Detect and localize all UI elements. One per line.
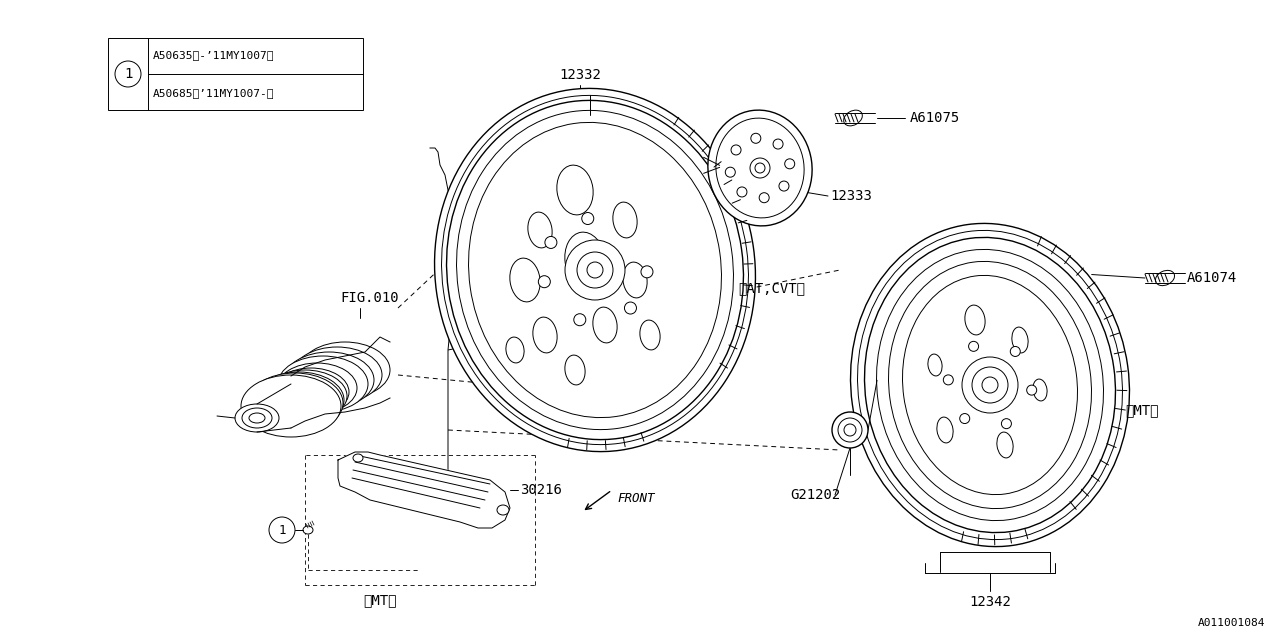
Text: G21202: G21202 bbox=[790, 488, 840, 502]
Ellipse shape bbox=[1001, 419, 1011, 429]
Ellipse shape bbox=[972, 367, 1009, 403]
Ellipse shape bbox=[262, 370, 347, 422]
Text: A50635（-’11MY1007）: A50635（-’11MY1007） bbox=[154, 50, 274, 60]
Ellipse shape bbox=[582, 212, 594, 225]
Ellipse shape bbox=[623, 262, 648, 298]
Ellipse shape bbox=[577, 252, 613, 288]
Ellipse shape bbox=[1012, 327, 1028, 353]
Text: 1: 1 bbox=[278, 524, 285, 536]
Ellipse shape bbox=[780, 181, 788, 191]
Text: FIG.010: FIG.010 bbox=[340, 291, 398, 305]
Ellipse shape bbox=[527, 212, 552, 248]
Ellipse shape bbox=[564, 355, 585, 385]
Ellipse shape bbox=[978, 379, 992, 401]
Ellipse shape bbox=[838, 418, 861, 442]
Text: A61074: A61074 bbox=[1187, 271, 1238, 285]
Ellipse shape bbox=[943, 375, 954, 385]
Ellipse shape bbox=[593, 307, 617, 343]
Ellipse shape bbox=[759, 193, 769, 203]
Ellipse shape bbox=[640, 320, 660, 350]
Text: 1: 1 bbox=[124, 67, 132, 81]
Ellipse shape bbox=[737, 187, 748, 197]
Ellipse shape bbox=[241, 375, 340, 437]
Ellipse shape bbox=[468, 122, 722, 418]
Ellipse shape bbox=[960, 413, 970, 424]
Text: A50685（’11MY1007-）: A50685（’11MY1007-） bbox=[154, 88, 274, 98]
Ellipse shape bbox=[641, 266, 653, 278]
Ellipse shape bbox=[731, 145, 741, 155]
Text: ＜MT＞: ＜MT＞ bbox=[364, 593, 397, 607]
Ellipse shape bbox=[997, 432, 1014, 458]
Ellipse shape bbox=[832, 412, 868, 448]
Ellipse shape bbox=[858, 230, 1123, 540]
Ellipse shape bbox=[928, 354, 942, 376]
Ellipse shape bbox=[539, 276, 550, 288]
Ellipse shape bbox=[284, 352, 374, 408]
Ellipse shape bbox=[877, 250, 1103, 520]
Ellipse shape bbox=[242, 408, 273, 428]
Ellipse shape bbox=[625, 302, 636, 314]
Bar bbox=[108, 38, 364, 110]
Ellipse shape bbox=[982, 377, 998, 393]
Ellipse shape bbox=[292, 347, 381, 403]
Ellipse shape bbox=[965, 305, 986, 335]
Ellipse shape bbox=[276, 363, 357, 413]
Text: ＜AT,CVT＞: ＜AT,CVT＞ bbox=[739, 281, 805, 295]
Text: 12333: 12333 bbox=[829, 189, 872, 203]
Ellipse shape bbox=[353, 454, 364, 462]
Ellipse shape bbox=[253, 372, 344, 428]
Ellipse shape bbox=[888, 261, 1092, 509]
Ellipse shape bbox=[1010, 346, 1020, 356]
Ellipse shape bbox=[755, 163, 765, 173]
Ellipse shape bbox=[785, 159, 795, 169]
Text: FRONT: FRONT bbox=[617, 492, 654, 504]
Ellipse shape bbox=[850, 223, 1129, 547]
Ellipse shape bbox=[716, 118, 804, 218]
Text: A011001084: A011001084 bbox=[1198, 618, 1265, 628]
Ellipse shape bbox=[278, 356, 369, 412]
Text: 12342: 12342 bbox=[969, 595, 1011, 609]
Ellipse shape bbox=[250, 413, 265, 423]
Ellipse shape bbox=[506, 337, 524, 363]
Ellipse shape bbox=[545, 236, 557, 248]
Ellipse shape bbox=[1027, 385, 1037, 395]
Text: 30216: 30216 bbox=[520, 483, 562, 497]
Ellipse shape bbox=[864, 237, 1115, 532]
Ellipse shape bbox=[509, 258, 540, 302]
Ellipse shape bbox=[557, 165, 593, 215]
Ellipse shape bbox=[773, 139, 783, 149]
Ellipse shape bbox=[303, 526, 314, 534]
Ellipse shape bbox=[564, 232, 605, 288]
Ellipse shape bbox=[434, 88, 755, 452]
Ellipse shape bbox=[564, 240, 625, 300]
Ellipse shape bbox=[844, 110, 863, 126]
Ellipse shape bbox=[751, 133, 760, 143]
Ellipse shape bbox=[1156, 270, 1175, 285]
Ellipse shape bbox=[708, 110, 812, 226]
Ellipse shape bbox=[1033, 379, 1047, 401]
Text: ＜MT＞: ＜MT＞ bbox=[1125, 403, 1158, 417]
Ellipse shape bbox=[750, 158, 771, 178]
Ellipse shape bbox=[236, 404, 279, 432]
Ellipse shape bbox=[573, 314, 586, 326]
Ellipse shape bbox=[963, 357, 1018, 413]
Ellipse shape bbox=[937, 417, 954, 443]
Ellipse shape bbox=[447, 100, 744, 440]
Ellipse shape bbox=[969, 341, 979, 351]
Ellipse shape bbox=[588, 262, 603, 278]
Ellipse shape bbox=[457, 110, 733, 429]
Ellipse shape bbox=[273, 368, 349, 416]
Ellipse shape bbox=[247, 373, 343, 433]
Ellipse shape bbox=[497, 505, 509, 515]
Ellipse shape bbox=[442, 95, 749, 445]
Ellipse shape bbox=[532, 317, 557, 353]
Ellipse shape bbox=[613, 202, 637, 238]
Ellipse shape bbox=[844, 424, 856, 436]
Ellipse shape bbox=[902, 275, 1078, 495]
Polygon shape bbox=[338, 452, 509, 528]
Ellipse shape bbox=[300, 342, 390, 398]
Text: 12332: 12332 bbox=[559, 68, 600, 82]
Text: A61075: A61075 bbox=[910, 111, 960, 125]
Ellipse shape bbox=[726, 167, 735, 177]
